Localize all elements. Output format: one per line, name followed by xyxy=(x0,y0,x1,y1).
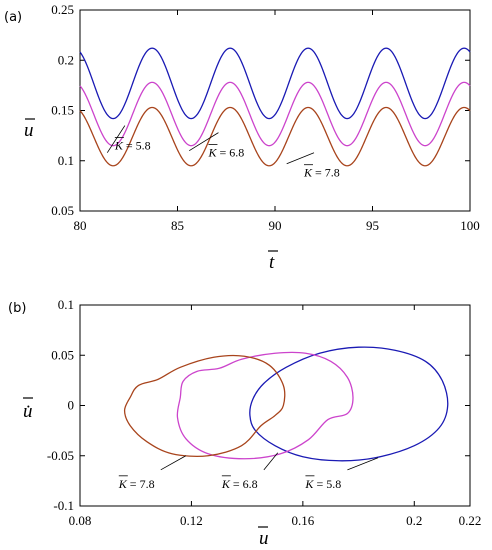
panel-b-series-loop xyxy=(249,346,449,462)
panel-a-xlabel: t xyxy=(269,252,275,273)
panel-a-y-tick-label: 0.2 xyxy=(58,52,74,67)
panel-b-annotation: K = 7.8 xyxy=(118,477,155,491)
panel-a-annotation: K = 7.8 xyxy=(303,166,340,180)
panel-a-annotation: K = 6.8 xyxy=(207,146,244,160)
panel-b-series-loop xyxy=(123,354,286,457)
panel-b-x-tick-label: 0.08 xyxy=(69,513,92,528)
panel-a-label: (a) xyxy=(4,10,22,25)
panel-b-x-tick-label: 0.2 xyxy=(406,513,422,528)
panel-b-annotation-leader xyxy=(160,455,187,471)
panel-b-annotation-leader xyxy=(263,452,279,471)
panel-b-ylabel: u̇ xyxy=(23,401,33,422)
panel-b-annotation: K = 6.8 xyxy=(221,477,258,491)
panel-a-y-tick-label: 0.05 xyxy=(51,203,74,218)
panel-a-x-tick-label: 90 xyxy=(269,218,282,233)
panel-a-y-tick-label: 0.15 xyxy=(51,103,74,118)
panel-b-y-tick-label: -0.05 xyxy=(47,448,74,463)
panel-b: 0.08 0.12 0.16 0.2 0.22 0.1 0.05 0 -0.05 -0.1 K = … xyxy=(47,297,481,528)
panel-a-y-tick-label: 0.1 xyxy=(58,153,74,168)
panel-a-x-tick-label: 85 xyxy=(171,218,184,233)
panel-a-series-line xyxy=(79,81,471,147)
panel-b-annotation-leader xyxy=(347,457,379,471)
panel-a-annotation-leader xyxy=(106,125,126,153)
panel-b-y-tick-label: 0.05 xyxy=(51,347,74,362)
panel-a-annotation-leader xyxy=(286,152,315,165)
panel-a-ylabel: u xyxy=(24,120,34,141)
panel-a-x-tick-label: 80 xyxy=(74,218,87,233)
panel-b-y-tick-label: 0.1 xyxy=(58,297,74,312)
panel-b-x-tick-label: 0.16 xyxy=(291,513,314,528)
panel-a-annotation-leader xyxy=(188,132,219,152)
panel-a-annotation: K = 5.8 xyxy=(114,139,151,153)
panel-b-annotation: K = 5.8 xyxy=(304,477,341,491)
panel-b-y-tick-label: 0 xyxy=(68,398,75,413)
panel-a: 80 85 90 95 100 0.05 0.1 0.15 0.2 0.25 K = 5.8 K = … xyxy=(51,2,480,233)
panel-a-x-tick-label: 95 xyxy=(366,218,379,233)
panel-b-x-tick-label: 0.12 xyxy=(180,513,203,528)
panel-b-xlabel: u xyxy=(259,528,269,549)
panel-a-series-line xyxy=(79,47,471,120)
panel-b-x-tick-label: 0.22 xyxy=(459,513,482,528)
panel-a-series-line xyxy=(79,106,471,167)
panel-a-y-tick-label: 0.25 xyxy=(51,2,74,17)
panel-b-y-tick-label: -0.1 xyxy=(53,498,74,513)
panel-a-x-tick-label: 100 xyxy=(460,218,480,233)
panel-b-series-loop xyxy=(176,351,354,460)
panel-b-label: (b) xyxy=(8,301,26,316)
panel-a-plot-frame xyxy=(79,9,471,212)
